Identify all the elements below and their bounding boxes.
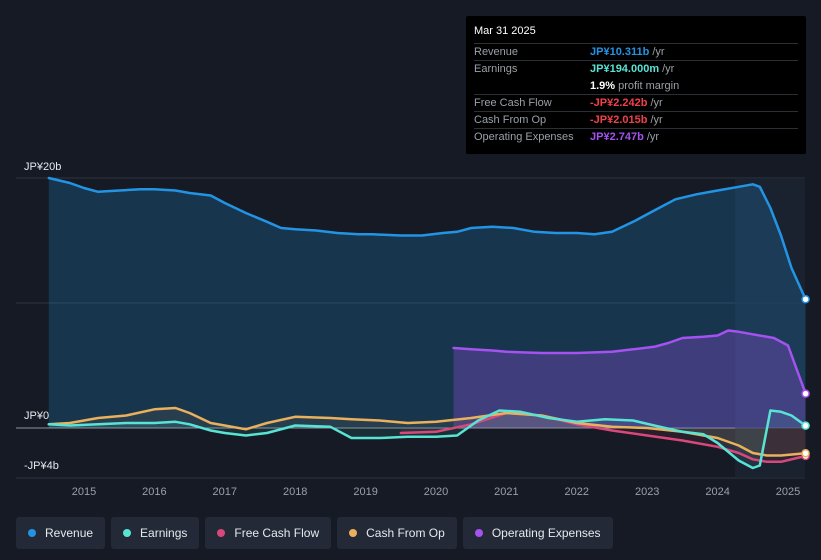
legend-label: Earnings [140,526,188,540]
x-tick-label: 2017 [213,486,237,498]
legend-item-revenue[interactable]: Revenue [16,517,106,549]
x-tick-label: 2015 [72,486,96,498]
x-tick-label: 2020 [424,486,448,498]
legend-item-earnings[interactable]: Earnings [111,517,200,549]
series-areas [48,178,806,468]
tooltip-row-operating-expenses: Operating Expenses JP¥2.747b /yr [474,129,798,146]
tooltip-date: Mar 31 2025 [474,24,798,44]
legend-dot-icon [474,529,483,537]
tooltip-value: JP¥194.000m [590,63,660,75]
legend-dot-icon [28,529,36,537]
free-cash-flow-line [399,411,807,464]
y-axis-label-top: JP¥20b [24,161,62,173]
tooltip-row-profit-margin: 1.9% profit margin [474,78,798,95]
y-axis-label-bottom: -JP¥4b [24,460,59,472]
revenue-line [47,176,807,301]
tooltip-value: JP¥2.747b [590,131,644,143]
cash-from-op-line [47,406,807,457]
legend-item-operating-expenses[interactable]: Operating Expenses [462,517,613,549]
x-tick-label: 2023 [635,486,659,498]
tooltip-label: Operating Expenses [474,131,574,143]
tooltip-label [474,78,590,94]
earnings-end-marker [801,421,810,430]
x-tick-label: 2024 [705,486,729,498]
operating-expenses-end-marker [801,389,810,398]
x-tick-label: 2025 [776,486,800,498]
tooltip-row-revenue: Revenue JP¥10.311b /yr [474,44,798,61]
tooltip-unit: /yr [650,97,663,109]
legend-dot-icon [123,529,132,537]
tooltip-unit: /yr [650,114,663,126]
x-tick-label: 2021 [494,486,518,498]
tooltip-unit: /yr [646,131,660,143]
legend-label: Revenue [45,526,94,540]
tooltip-value: 1.9% [590,80,616,92]
tooltip-row-cash-from-op: Cash From Op -JP¥2.015b /yr [474,112,798,129]
x-tick-label: 2018 [283,486,307,498]
tooltip-value: -JP¥2.242b [590,97,648,109]
cash-from-op-end-marker [801,449,810,458]
tooltip-row-free-cash-flow: Free Cash Flow -JP¥2.242b /yr [474,95,798,112]
revenue-end-marker [801,295,810,304]
legend-dot-icon [349,529,358,537]
earnings-area [48,410,806,468]
x-axis-ticks: 2015 2016 2017 2018 2019 2020 2021 2022 2023 2024… [72,486,800,498]
legend-item-free-cash-flow[interactable]: Free Cash Flow [205,517,332,549]
x-tick-label: 2016 [142,486,166,498]
earnings-line [47,409,807,470]
tooltip-label: Revenue [474,46,519,58]
legend-label: Free Cash Flow [234,526,320,540]
x-tick-label: 2019 [353,486,377,498]
series-lines [47,176,810,470]
operating-expenses-area [453,330,806,428]
tooltip-unit: profit margin [618,80,680,92]
chart-plot: 2015 2016 2017 2018 2019 2020 2021 2022 2023 2024… [16,176,810,498]
chart-legend: Revenue Earnings Free Cash Flow Cash Fro… [16,517,613,549]
operating-expenses-line [452,329,807,395]
data-tooltip: Mar 31 2025 Revenue JP¥10.311b /yr Earni… [466,16,806,154]
tooltip-value: JP¥10.311b [590,46,650,58]
revenue-area [48,178,806,428]
tooltip-label: Cash From Op [474,114,547,126]
tooltip-label: Earnings [474,63,518,75]
forecast-region [735,178,805,478]
tooltip-row-earnings: Earnings JP¥194.000m /yr [474,61,798,78]
tooltip-unit: /yr [662,63,675,75]
tooltip-unit: /yr [652,46,665,58]
x-tick-label: 2022 [565,486,589,498]
tooltip-label: Free Cash Flow [474,97,552,109]
legend-label: Operating Expenses [491,526,601,540]
free-cash-flow-area [400,413,806,462]
legend-item-cash-from-op[interactable]: Cash From Op [337,517,457,549]
gridlines [16,177,805,479]
legend-label: Cash From Op [366,526,445,540]
y-axis-label-zero: JP¥0 [24,410,50,422]
legend-dot-icon [217,529,226,537]
tooltip-value: -JP¥2.015b [590,114,648,126]
